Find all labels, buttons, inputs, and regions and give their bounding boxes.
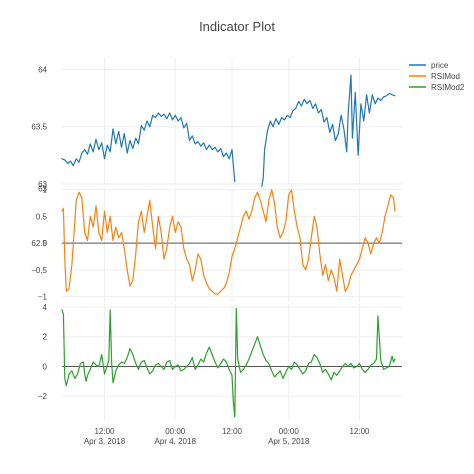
y-tick-label: −2 <box>38 392 48 401</box>
legend-item-RSIMod2[interactable]: RSIMod2 <box>409 83 465 92</box>
series-RSIMod2-line[interactable] <box>61 307 396 418</box>
legend-label: price <box>431 61 449 70</box>
legend[interactable]: price RSIMod RSIMod2 <box>409 61 465 92</box>
series-RSIMod-line[interactable] <box>61 189 396 295</box>
series-price-line[interactable] <box>61 112 236 183</box>
y-tick-label: −0.5 <box>31 266 47 275</box>
x-tick-label: 00:00 <box>279 427 300 436</box>
x-tick-label: 00:00 <box>165 427 186 436</box>
panel-1: 63 63.5 64 <box>31 65 402 189</box>
y-tick-label: 0 <box>43 239 48 248</box>
legend-item-RSIMod[interactable]: RSIMod <box>409 72 460 81</box>
y-tick-label: 0 <box>43 362 48 371</box>
y-tick-label: 64 <box>38 65 47 74</box>
x-tick-label: 12:00 <box>349 427 370 436</box>
y-tick-label: 63 <box>38 180 47 189</box>
legend-item-price[interactable]: price <box>409 61 449 70</box>
panel-2: 1 0.5 0 −0.5 −1 63 62.5 <box>31 185 402 302</box>
y-tick-label: 4 <box>43 303 48 312</box>
plot-panels: 63 63.5 64 1 0.5 0 −0.5 −1 63 62.5 4 2 0 −2 <box>31 58 402 420</box>
x-tick-label: Apr 5, 2018 <box>268 437 310 446</box>
x-tick-label: 12:00 <box>94 427 115 436</box>
overlay-tick-label: 62.5 <box>31 239 47 248</box>
y-tick-label: −1 <box>38 293 48 302</box>
y-tick-label: 1 <box>43 186 48 195</box>
y-tick-label: 63.5 <box>31 123 47 132</box>
legend-label: RSIMod <box>431 72 460 81</box>
legend-label: RSIMod2 <box>431 83 465 92</box>
x-tick-label: 12:00 <box>222 427 243 436</box>
x-tick-label: Apr 3, 2018 <box>84 437 126 446</box>
y-tick-label: 2 <box>43 333 48 342</box>
chart-title: Indicator Plot <box>199 19 275 34</box>
panel-3: 4 2 0 −2 <box>38 303 402 418</box>
x-tick-label: Apr 4, 2018 <box>155 437 197 446</box>
series-price-line[interactable] <box>261 74 396 187</box>
overlay-tick-label: 63 <box>38 185 47 194</box>
y-tick-label: 0.5 <box>36 212 48 221</box>
